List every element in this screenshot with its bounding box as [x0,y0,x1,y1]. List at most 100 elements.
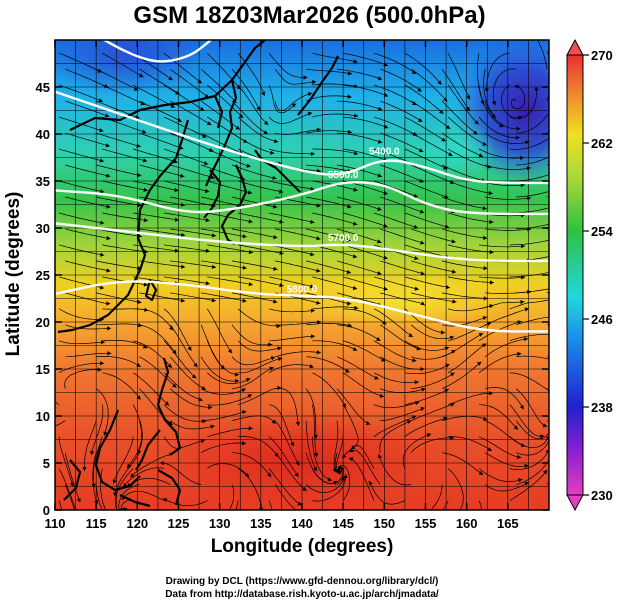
y-tick-label: 30 [36,221,50,236]
streamline [139,100,183,122]
streamline [65,100,110,118]
streamline-arrow [437,80,442,85]
streamline [448,436,493,452]
streamline [58,340,105,345]
streamline [404,148,448,170]
streamline [129,452,171,478]
streamline [139,132,184,150]
streamline-arrow [210,175,215,180]
streamline-arrow [440,330,445,335]
streamline-arrow [234,379,240,384]
credit-drawing: Drawing by DCL (https://www.gfd-dennou.o… [165,576,439,587]
streamline [336,68,383,80]
streamline [170,100,212,126]
streamline-arrow [248,219,253,224]
streamline-arrow [261,91,266,96]
streamline-arrow [540,3,544,8]
streamline-arrow [172,383,177,388]
streamline-arrow [347,301,352,306]
streamline-arrow [200,438,206,444]
streamline-arrow [107,351,112,356]
streamline-arrow [277,385,282,390]
streamline [402,433,432,469]
streamline-arrow [524,481,529,486]
streamline [200,356,240,382]
streamline [200,164,246,181]
streamline-arrow [142,158,148,163]
streamline [478,404,519,430]
streamline-arrow [452,299,457,304]
streamline-arrow [488,190,493,196]
contour-label: 5800.0 [287,285,318,296]
streamline-arrow [377,206,382,211]
streamline-arrow [208,405,213,410]
streamline [207,52,241,90]
streamline [516,458,549,485]
streamline [163,84,205,111]
streamline-arrow [352,285,358,291]
streamline [65,132,110,147]
streamline [102,372,141,400]
streamline [207,148,251,168]
streamline [478,353,522,374]
streamline [268,52,308,78]
streamline [96,164,142,177]
credit-data: Data from http://database.rish.kyoto-u.a… [165,589,439,600]
streamline [95,388,109,436]
streamline-arrow [242,265,247,270]
streamline [207,180,253,194]
streamline-arrow [414,286,419,291]
streamline-arrow [557,220,561,224]
streamline [404,212,450,228]
streamline [447,53,471,100]
streamline-arrow [235,125,240,130]
streamline-arrow [516,126,521,131]
streamline [343,84,389,97]
streamline-arrow [313,452,319,457]
streamline-arrow [174,187,179,193]
streamline [200,388,247,395]
streamline-arrow [205,248,210,253]
streamline-arrow [352,221,358,226]
streamline [338,464,351,501]
streamline [441,132,484,157]
streamline [170,292,216,302]
streamline [65,260,111,272]
streamline-arrow [484,88,489,93]
streamline [311,404,318,458]
streamline-arrow [310,151,315,156]
streamline [411,292,457,303]
streamline [373,415,417,437]
streamline [207,394,253,406]
streamline-arrow [273,266,278,271]
streamline [410,403,455,422]
streamline [448,322,492,342]
streamline [65,324,112,330]
streamline-arrow [466,95,471,100]
streamline [516,288,549,294]
streamline [515,388,548,427]
streamline [441,68,471,112]
streamline [343,52,389,67]
streamline-arrow [345,368,350,373]
streamline [121,490,165,501]
x-tick-label: 160 [456,516,478,531]
streamline [380,260,425,275]
streamline [478,500,482,510]
streamline [516,355,549,360]
streamline [404,340,450,351]
contour-line [55,90,549,185]
streamline-arrow [517,115,523,120]
streamline [170,68,210,99]
streamline-arrow [353,187,358,192]
streamline-arrow [347,71,352,76]
streamline-arrow [77,530,81,534]
streamline [484,100,521,130]
streamline-arrow [444,194,449,199]
streamline [485,132,530,144]
streamline [404,52,442,85]
streamline [200,68,237,104]
streamline-arrow [100,220,105,225]
streamline [373,401,420,409]
streamline-arrow [97,367,102,372]
